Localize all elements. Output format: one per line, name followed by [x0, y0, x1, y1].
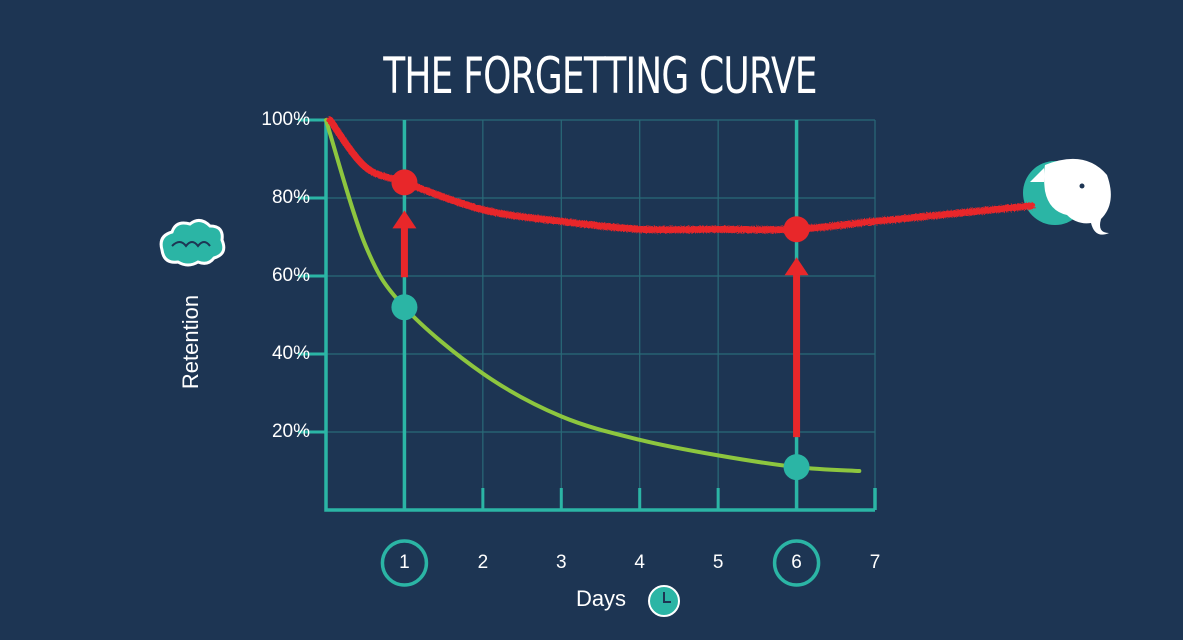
tick-highlight — [380, 539, 429, 587]
axis — [324, 120, 875, 512]
x-tick-label: 7 — [870, 552, 881, 573]
chart-title: THE FORGETTING CURVE — [382, 47, 816, 106]
y-tick-label: 60% — [272, 265, 310, 286]
curve — [324, 118, 862, 473]
x-tick-label: 4 — [634, 552, 645, 573]
marker — [783, 216, 810, 243]
y-tick-label: 20% — [272, 421, 310, 442]
marker — [391, 294, 418, 321]
clock-icon — [648, 585, 680, 617]
x-tick-label: 1 — [399, 552, 410, 573]
x-tick-label: 3 — [556, 552, 567, 573]
marker — [391, 169, 418, 196]
marker — [783, 454, 810, 481]
y-tick-label: 40% — [272, 343, 310, 364]
elephant-icon — [1023, 158, 1111, 235]
tick-highlight — [772, 539, 821, 587]
y-axis-label: Retention — [178, 295, 203, 389]
x-axis-label: Days — [576, 586, 626, 611]
x-tick-label: 5 — [713, 552, 724, 573]
y-tick-label: 100% — [261, 109, 310, 130]
x-tick-label: 2 — [478, 552, 489, 573]
arrow-head — [784, 257, 809, 276]
arrow-head — [392, 210, 417, 229]
x-tick-label: 6 — [791, 552, 802, 573]
y-tick-label: 80% — [272, 187, 310, 208]
brain-icon — [159, 219, 226, 267]
